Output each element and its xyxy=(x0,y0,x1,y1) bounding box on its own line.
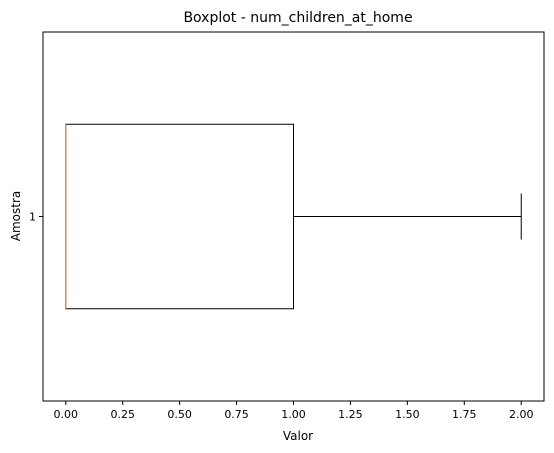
y-axis: 1 xyxy=(29,211,43,224)
x-tick-label: 1.50 xyxy=(395,408,420,421)
x-axis-label: Valor xyxy=(283,429,313,443)
x-tick-label: 1.75 xyxy=(452,408,477,421)
x-tick-label: 0.25 xyxy=(110,408,135,421)
x-tick-label: 0.75 xyxy=(224,408,249,421)
chart-title: Boxplot - num_children_at_home xyxy=(183,10,412,26)
y-tick-label: 1 xyxy=(29,211,36,224)
x-tick-label: 2.00 xyxy=(509,408,534,421)
x-tick-label: 0.00 xyxy=(54,408,79,421)
x-tick-label: 0.50 xyxy=(167,408,192,421)
y-axis-label: Amostra xyxy=(9,191,23,241)
x-tick-label: 1.00 xyxy=(281,408,306,421)
box-iqr xyxy=(65,123,295,310)
x-axis: 0.00 0.25 0.50 0.75 1.00 1.25 1.50 1.75 2.00 xyxy=(54,401,534,421)
x-tick-label: 1.25 xyxy=(338,408,363,421)
box-group xyxy=(65,123,522,310)
